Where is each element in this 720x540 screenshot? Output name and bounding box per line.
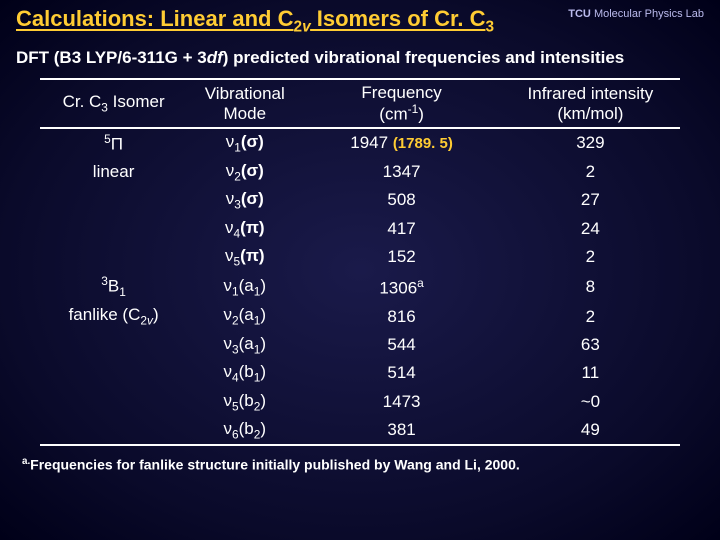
cell-freq: 1347 xyxy=(302,158,500,186)
cell-mode: ν1(σ) xyxy=(187,128,302,158)
cell-isomer xyxy=(40,243,187,271)
cell-mode: ν5(b2) xyxy=(187,388,302,416)
cell-freq: 381 xyxy=(302,416,500,445)
cell-intensity: 49 xyxy=(501,416,680,445)
cell-intensity: 63 xyxy=(501,331,680,359)
cell-freq: 1473 xyxy=(302,388,500,416)
table-row: ν4(π)41724 xyxy=(40,215,680,243)
cell-mode: ν3(a1) xyxy=(187,331,302,359)
cell-isomer: fanlike (C2v) xyxy=(40,302,187,330)
cell-mode: ν4(b1) xyxy=(187,359,302,387)
cell-isomer xyxy=(40,359,187,387)
cell-mode: ν4(π) xyxy=(187,215,302,243)
logo-t: TCU xyxy=(568,8,591,20)
cell-freq: 816 xyxy=(302,302,500,330)
title-part-a: Calculations: Linear and C xyxy=(16,6,294,31)
subtitle-b: ) predicted vibrational frequencies and … xyxy=(223,48,624,67)
cell-freq: 514 xyxy=(302,359,500,387)
cell-mode: ν3(σ) xyxy=(187,186,302,214)
th-int: Infrared intensity(km/mol) xyxy=(501,79,680,128)
cell-freq: 417 xyxy=(302,215,500,243)
table-row: ν3(a1)54463 xyxy=(40,331,680,359)
table-row: 5Πν1(σ)1947 (1789. 5)329 xyxy=(40,128,680,158)
table-row: ν5(π)1522 xyxy=(40,243,680,271)
title-bar: Calculations: Linear and C2v Isomers of … xyxy=(0,0,720,40)
cell-intensity: 24 xyxy=(501,215,680,243)
footnote: a.Frequencies for fanlike structure init… xyxy=(0,446,720,473)
table-row: 3B1ν1(a1)1306a8 xyxy=(40,271,680,302)
table-row: ν4(b1)51411 xyxy=(40,359,680,387)
title-part-d: Isomers of Cr. C xyxy=(311,6,486,31)
cell-intensity: 2 xyxy=(501,302,680,330)
cell-mode: ν5(π) xyxy=(187,243,302,271)
subtitle-ital: df xyxy=(207,48,223,67)
cell-intensity: 11 xyxy=(501,359,680,387)
cell-freq: 152 xyxy=(302,243,500,271)
table-row: fanlike (C2v)ν2(a1)8162 xyxy=(40,302,680,330)
th-isomer: Cr. C3 Isomer xyxy=(40,79,187,128)
table-header-row: Cr. C3 Isomer VibrationalMode Frequency … xyxy=(40,79,680,128)
cell-mode: ν2(a1) xyxy=(187,302,302,330)
cell-isomer: linear xyxy=(40,158,187,186)
page-title: Calculations: Linear and C2v Isomers of … xyxy=(16,6,494,36)
cell-intensity: ~0 xyxy=(501,388,680,416)
cell-mode: ν2(σ) xyxy=(187,158,302,186)
table-row: ν5(b2)1473~0 xyxy=(40,388,680,416)
cell-mode: ν1(a1) xyxy=(187,271,302,302)
subtitle: DFT (B3 LYP/6-311G + 3df) predicted vibr… xyxy=(0,40,720,74)
table-body: 5Πν1(σ)1947 (1789. 5)329linearν2(σ)13472… xyxy=(40,128,680,445)
cell-isomer xyxy=(40,416,187,445)
cell-freq: 1947 (1789. 5) xyxy=(302,128,500,158)
table-row: linearν2(σ)13472 xyxy=(40,158,680,186)
table-row: ν3(σ)50827 xyxy=(40,186,680,214)
title-part-e: 3 xyxy=(485,18,494,35)
cell-freq: 508 xyxy=(302,186,500,214)
cell-isomer xyxy=(40,388,187,416)
th-freq: Frequency (cm-1) xyxy=(302,79,500,128)
footnote-sup: a. xyxy=(22,456,30,467)
cell-isomer: 5Π xyxy=(40,128,187,158)
cell-mode: ν6(b2) xyxy=(187,416,302,445)
cell-freq: 544 xyxy=(302,331,500,359)
logo-u: Molecular Physics Lab xyxy=(594,8,704,20)
subtitle-a: DFT (B3 LYP/6-311G + 3 xyxy=(16,48,207,67)
cell-intensity: 27 xyxy=(501,186,680,214)
logo: TCU Molecular Physics Lab xyxy=(568,6,704,20)
title-part-b: 2 xyxy=(294,18,303,35)
cell-intensity: 2 xyxy=(501,243,680,271)
cell-isomer xyxy=(40,186,187,214)
cell-freq: 1306a xyxy=(302,271,500,302)
cell-isomer: 3B1 xyxy=(40,271,187,302)
footnote-text: Frequencies for fanlike structure initia… xyxy=(30,457,520,473)
cell-isomer xyxy=(40,331,187,359)
cell-intensity: 2 xyxy=(501,158,680,186)
table-row: ν6(b2)38149 xyxy=(40,416,680,445)
th-mode: VibrationalMode xyxy=(187,79,302,128)
frequencies-table: Cr. C3 Isomer VibrationalMode Frequency … xyxy=(40,78,680,446)
cell-intensity: 329 xyxy=(501,128,680,158)
cell-intensity: 8 xyxy=(501,271,680,302)
title-part-c: v xyxy=(302,18,311,35)
cell-isomer xyxy=(40,215,187,243)
